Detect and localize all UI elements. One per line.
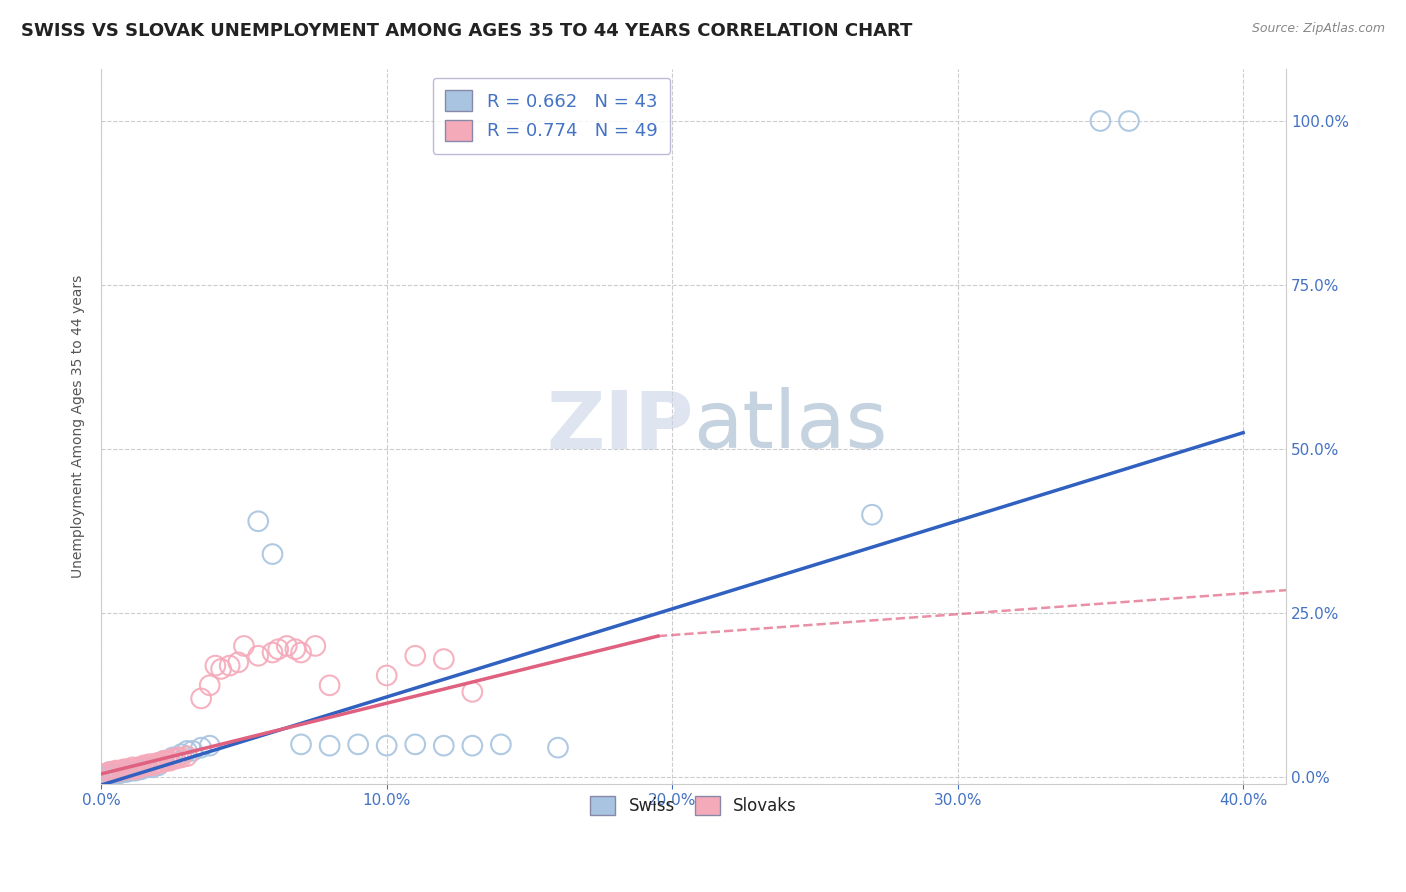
Point	[304, 639, 326, 653]
Point	[96, 767, 118, 781]
Point	[150, 756, 173, 770]
Point	[170, 747, 193, 762]
Point	[276, 639, 298, 653]
Point	[375, 739, 398, 753]
Point	[124, 764, 146, 778]
Point	[127, 760, 149, 774]
Point	[404, 648, 426, 663]
Point	[98, 764, 121, 779]
Point	[290, 737, 312, 751]
Point	[156, 754, 179, 768]
Point	[104, 764, 127, 778]
Point	[204, 658, 226, 673]
Point	[139, 757, 162, 772]
Point	[1118, 114, 1140, 128]
Point	[218, 658, 240, 673]
Point	[170, 750, 193, 764]
Point	[190, 740, 212, 755]
Point	[115, 764, 138, 779]
Point	[110, 764, 132, 778]
Point	[347, 737, 370, 751]
Point	[247, 648, 270, 663]
Point	[98, 764, 121, 779]
Point	[104, 764, 127, 779]
Point	[129, 762, 152, 776]
Point	[267, 642, 290, 657]
Point	[101, 767, 124, 781]
Point	[433, 652, 456, 666]
Point	[118, 762, 141, 776]
Point	[162, 752, 184, 766]
Point	[101, 764, 124, 779]
Point	[375, 668, 398, 682]
Point	[104, 767, 127, 781]
Point	[142, 760, 165, 774]
Point	[112, 764, 135, 779]
Point	[148, 756, 170, 770]
Point	[165, 752, 187, 766]
Point	[132, 760, 155, 774]
Point	[127, 762, 149, 776]
Legend: Swiss, Slovaks: Swiss, Slovaks	[581, 786, 807, 825]
Point	[860, 508, 883, 522]
Point	[181, 744, 204, 758]
Point	[107, 767, 129, 781]
Point	[1090, 114, 1112, 128]
Point	[129, 760, 152, 774]
Point	[190, 691, 212, 706]
Point	[121, 760, 143, 774]
Point	[547, 740, 569, 755]
Point	[198, 739, 221, 753]
Text: ZIP: ZIP	[547, 387, 693, 465]
Point	[148, 758, 170, 772]
Point	[198, 678, 221, 692]
Point	[96, 767, 118, 781]
Point	[142, 758, 165, 772]
Point	[433, 739, 456, 753]
Text: atlas: atlas	[693, 387, 889, 465]
Point	[404, 737, 426, 751]
Point	[167, 750, 190, 764]
Point	[461, 685, 484, 699]
Point	[132, 758, 155, 772]
Point	[112, 762, 135, 776]
Point	[93, 767, 115, 781]
Text: SWISS VS SLOVAK UNEMPLOYMENT AMONG AGES 35 TO 44 YEARS CORRELATION CHART: SWISS VS SLOVAK UNEMPLOYMENT AMONG AGES …	[21, 22, 912, 40]
Point	[262, 646, 284, 660]
Point	[226, 656, 249, 670]
Point	[284, 642, 307, 657]
Point	[162, 750, 184, 764]
Point	[93, 767, 115, 781]
Point	[121, 764, 143, 778]
Point	[135, 758, 157, 772]
Point	[153, 754, 176, 768]
Point	[489, 737, 512, 751]
Point	[176, 749, 198, 764]
Point	[107, 764, 129, 779]
Point	[153, 754, 176, 768]
Point	[118, 764, 141, 778]
Point	[318, 739, 340, 753]
Point	[233, 639, 256, 653]
Point	[209, 662, 232, 676]
Point	[247, 514, 270, 528]
Point	[98, 767, 121, 781]
Point	[110, 764, 132, 779]
Point	[124, 762, 146, 776]
Point	[101, 764, 124, 779]
Point	[104, 764, 127, 779]
Point	[318, 678, 340, 692]
Y-axis label: Unemployment Among Ages 35 to 44 years: Unemployment Among Ages 35 to 44 years	[72, 275, 86, 578]
Point	[107, 764, 129, 778]
Point	[115, 762, 138, 776]
Point	[461, 739, 484, 753]
Point	[145, 757, 167, 772]
Text: Source: ZipAtlas.com: Source: ZipAtlas.com	[1251, 22, 1385, 36]
Point	[159, 754, 181, 768]
Point	[262, 547, 284, 561]
Point	[176, 744, 198, 758]
Point	[290, 646, 312, 660]
Point	[135, 760, 157, 774]
